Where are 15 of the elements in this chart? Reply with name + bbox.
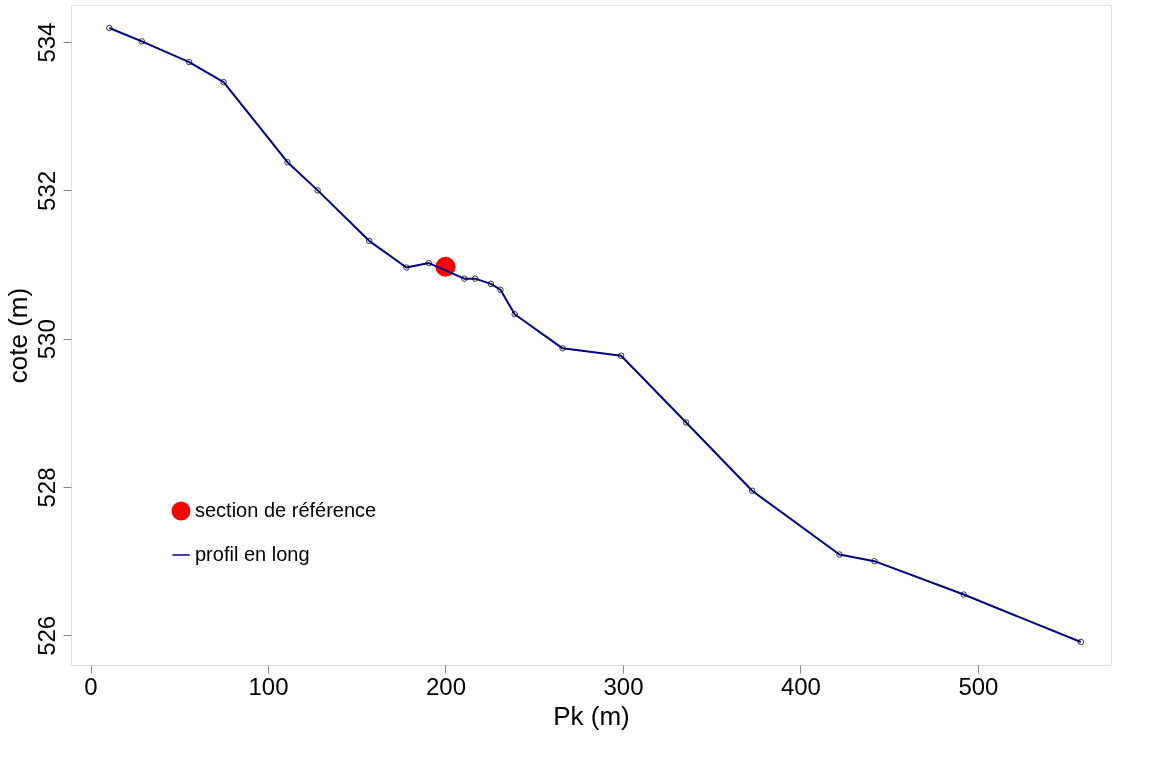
legend-label: section de référence: [195, 499, 377, 521]
y-tick-label: 526: [32, 615, 60, 656]
y-tick-label: 534: [32, 22, 60, 63]
x-axis-title: Pk (m): [553, 700, 630, 731]
y-axis-title: cote (m): [2, 287, 33, 384]
x-tick-label: 400: [780, 672, 821, 700]
y-tick-label: 528: [32, 467, 60, 508]
x-tick-label: 200: [425, 672, 466, 700]
x-tick-label: 100: [248, 672, 289, 700]
legend-label: profil en long: [195, 543, 310, 565]
y-tick-label: 532: [32, 170, 60, 211]
y-tick-label: 530: [32, 319, 60, 360]
x-tick-label: 300: [603, 672, 644, 700]
x-tick-label: 0: [84, 672, 98, 700]
x-tick-label: 500: [958, 672, 999, 700]
